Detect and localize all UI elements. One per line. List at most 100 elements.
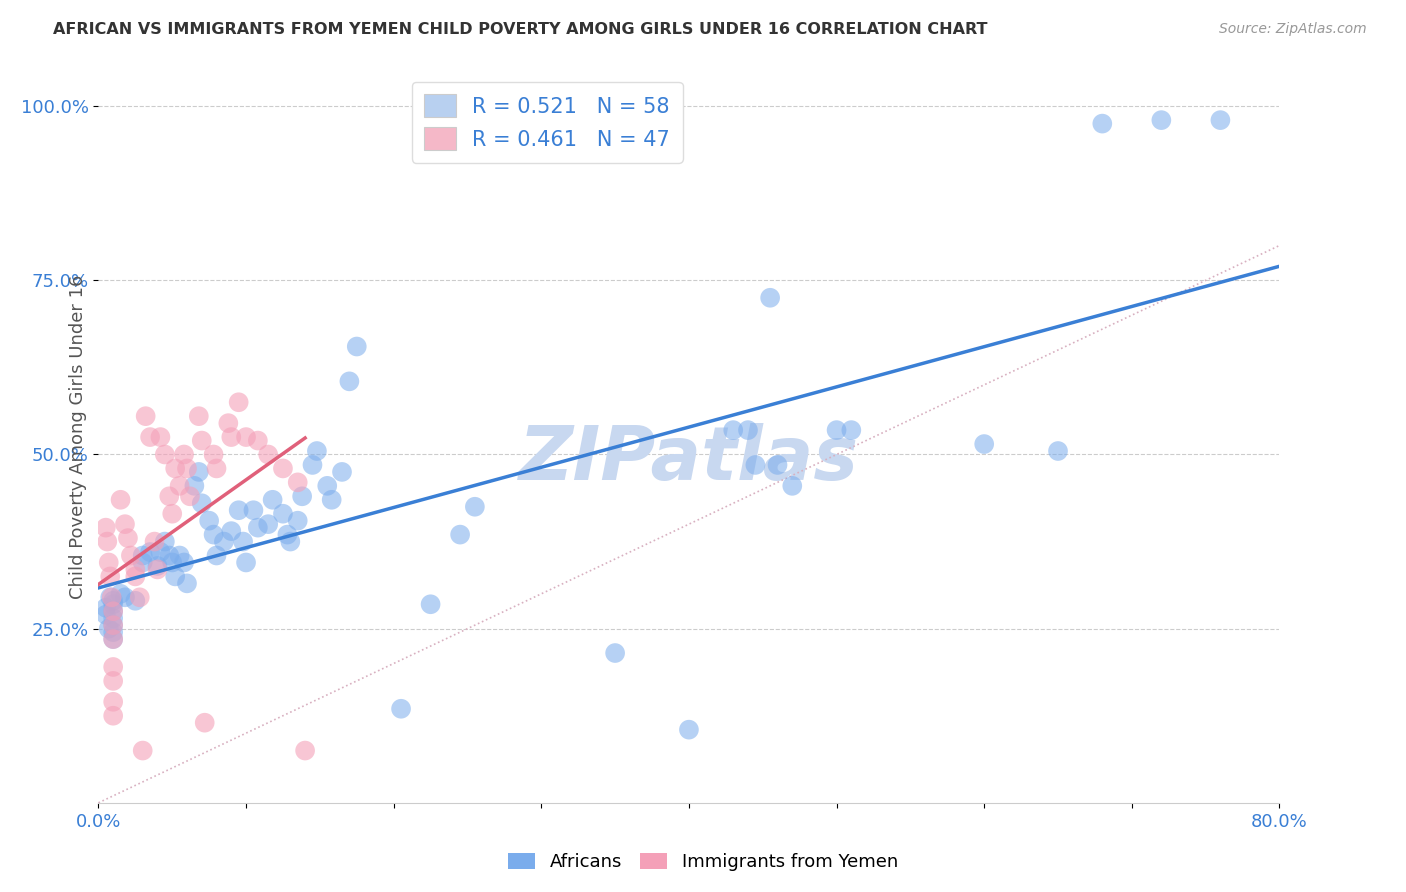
Point <box>841 423 863 437</box>
Point <box>183 479 205 493</box>
Point <box>176 461 198 475</box>
Point <box>103 625 125 640</box>
Point <box>153 534 176 549</box>
Point <box>169 479 191 493</box>
Point <box>187 409 209 424</box>
Point <box>165 461 187 475</box>
Point <box>146 558 169 573</box>
Point <box>759 291 782 305</box>
Point <box>321 492 343 507</box>
Point <box>132 743 155 757</box>
Point <box>165 569 187 583</box>
Point <box>114 517 136 532</box>
Legend: Africans, Immigrants from Yemen: Africans, Immigrants from Yemen <box>501 846 905 879</box>
Point <box>339 375 361 389</box>
Point <box>100 591 122 605</box>
Point <box>132 556 155 570</box>
Point <box>232 534 254 549</box>
Point <box>97 622 120 636</box>
Point <box>678 723 700 737</box>
Point <box>276 527 298 541</box>
Point <box>202 527 225 541</box>
Point <box>157 549 180 563</box>
Point <box>157 489 180 503</box>
Point <box>1209 113 1232 128</box>
Point <box>176 576 198 591</box>
Point <box>221 524 243 538</box>
Point <box>766 458 789 472</box>
Point <box>205 461 228 475</box>
Point <box>737 423 759 437</box>
Point <box>173 448 195 462</box>
Point <box>162 507 183 521</box>
Point <box>103 604 125 618</box>
Point <box>146 562 169 576</box>
Point <box>103 673 125 688</box>
Point <box>246 434 269 448</box>
Point <box>149 545 172 559</box>
Point <box>744 458 766 472</box>
Point <box>94 600 117 615</box>
Point <box>162 556 183 570</box>
Point <box>103 611 125 625</box>
Point <box>271 507 294 521</box>
Point <box>1046 444 1070 458</box>
Point <box>94 521 117 535</box>
Text: AFRICAN VS IMMIGRANTS FROM YEMEN CHILD POVERTY AMONG GIRLS UNDER 16 CORRELATION : AFRICAN VS IMMIGRANTS FROM YEMEN CHILD P… <box>53 22 988 37</box>
Point <box>191 496 214 510</box>
Point <box>117 531 139 545</box>
Point <box>94 607 117 622</box>
Point <box>120 549 142 563</box>
Point <box>103 632 125 646</box>
Point <box>346 339 368 353</box>
Point <box>973 437 995 451</box>
Point <box>294 743 316 757</box>
Point <box>143 534 166 549</box>
Point <box>316 479 339 493</box>
Point <box>103 708 125 723</box>
Point <box>205 549 228 563</box>
Point <box>212 534 235 549</box>
Point <box>287 514 309 528</box>
Point <box>173 556 195 570</box>
Point <box>110 492 132 507</box>
Text: ZIPatlas: ZIPatlas <box>519 423 859 496</box>
Point <box>235 556 257 570</box>
Legend: R = 0.521   N = 58, R = 0.461   N = 47: R = 0.521 N = 58, R = 0.461 N = 47 <box>412 82 682 162</box>
Point <box>782 479 804 493</box>
Point <box>291 489 314 503</box>
Point <box>825 423 848 437</box>
Point <box>228 503 250 517</box>
Point <box>287 475 309 490</box>
Point <box>103 618 125 632</box>
Point <box>235 430 257 444</box>
Point <box>1091 117 1114 131</box>
Point <box>132 549 155 563</box>
Point <box>135 409 157 424</box>
Point <box>169 549 191 563</box>
Point <box>191 434 214 448</box>
Point <box>217 416 239 430</box>
Point <box>114 591 136 605</box>
Point <box>103 618 125 632</box>
Point <box>202 448 225 462</box>
Point <box>194 715 217 730</box>
Point <box>97 556 120 570</box>
Point <box>98 569 121 583</box>
Point <box>139 430 162 444</box>
Point <box>221 430 243 444</box>
Point <box>605 646 627 660</box>
Point <box>98 591 121 605</box>
Y-axis label: Child Poverty Among Girls Under 16: Child Poverty Among Girls Under 16 <box>69 275 87 599</box>
Point <box>187 465 209 479</box>
Point <box>179 489 201 503</box>
Point <box>149 430 172 444</box>
Point <box>96 534 118 549</box>
Point <box>419 597 441 611</box>
Point <box>103 597 125 611</box>
Point <box>242 503 264 517</box>
Point <box>124 594 146 608</box>
Point <box>271 461 294 475</box>
Point <box>103 660 125 674</box>
Point <box>330 465 353 479</box>
